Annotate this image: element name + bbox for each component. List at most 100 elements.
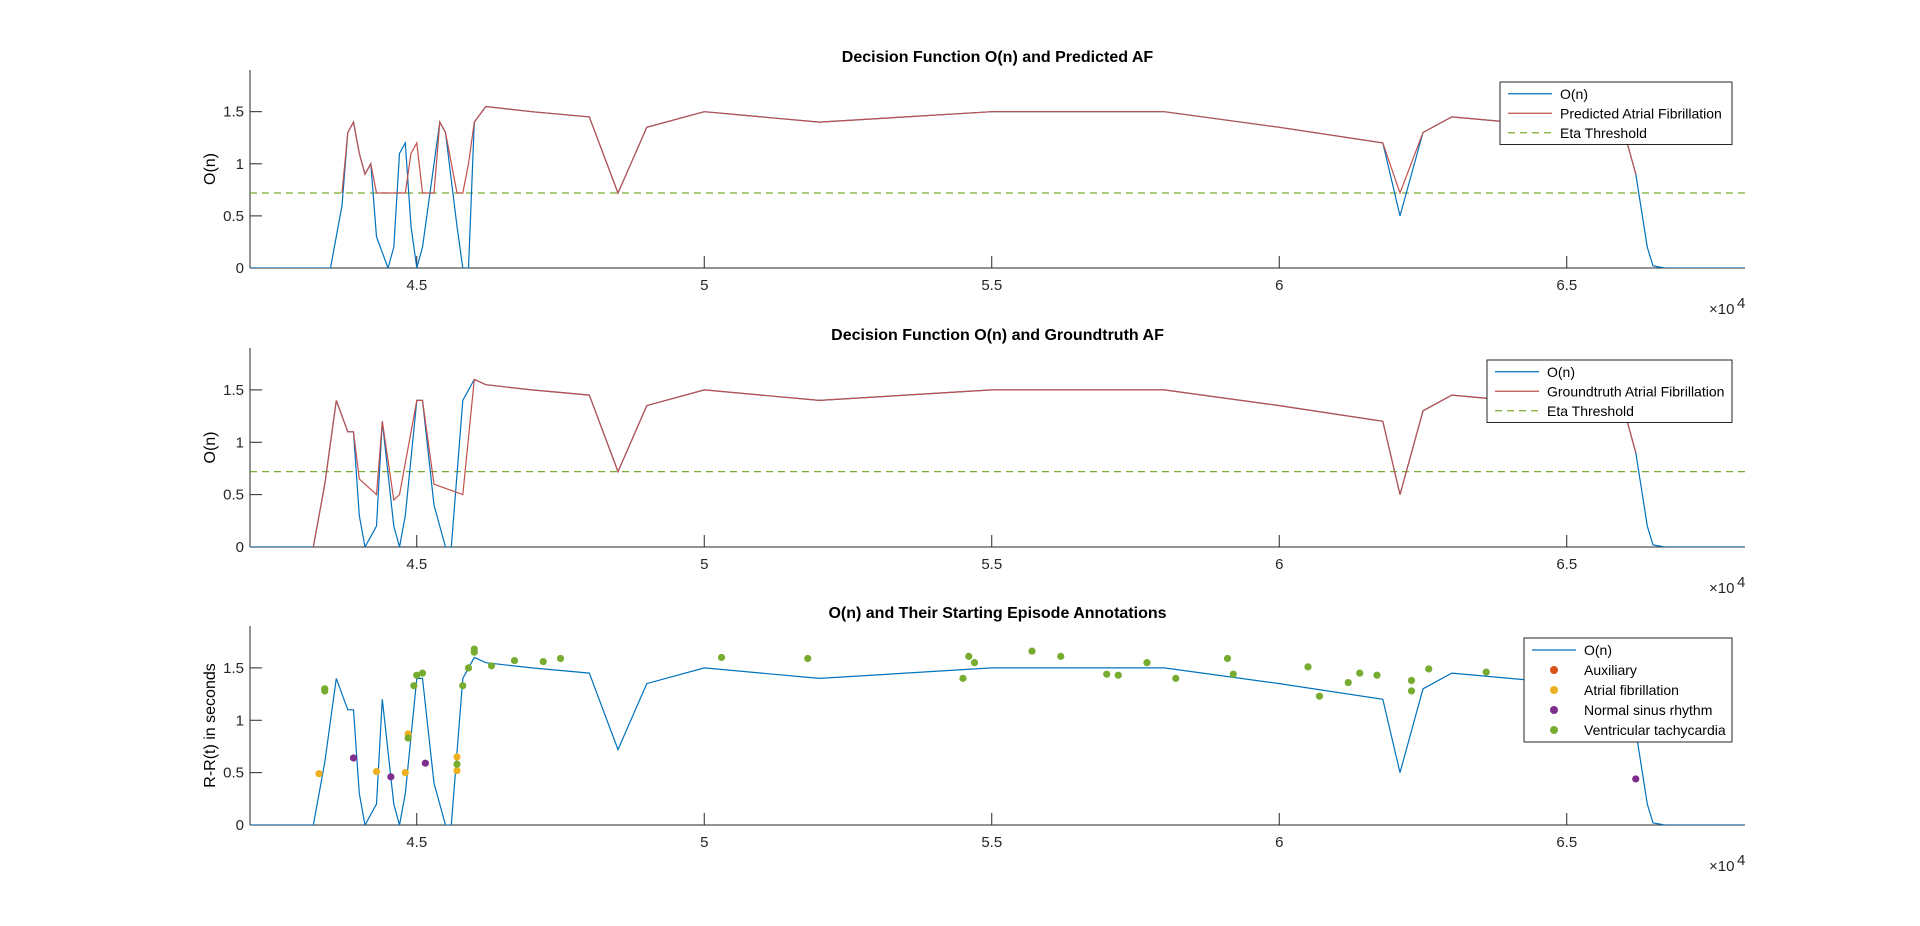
marker-ventricular-tachycardia	[1223, 654, 1232, 663]
legend: O(n) Auxiliary Atrial fibrillation Normal s…	[1523, 637, 1733, 743]
marker-ventricular-tachycardia	[970, 659, 979, 667]
marker-ventricular-tachycardia	[418, 669, 427, 677]
x-tick-label: 5.5	[981, 277, 1002, 294]
y-tick-label: 0	[236, 817, 244, 834]
marker-normal-sinus-rhythm	[349, 754, 358, 762]
x-tick-label: 4.5	[406, 834, 427, 851]
legend: O(n) Groundtruth Atrial Fibrillation Eta T…	[1486, 359, 1733, 423]
marker-atrial-fibrillation	[401, 769, 409, 777]
marker-ventricular-tachycardia	[1315, 692, 1324, 700]
marker-ventricular-tachycardia	[410, 682, 418, 690]
y-axis-label: O(n)	[202, 432, 219, 464]
marker-ventricular-tachycardia	[510, 656, 519, 665]
legend-entry: Atrial fibrillation	[1584, 682, 1679, 698]
x-tick-label: 5	[700, 277, 708, 294]
marker-normal-sinus-rhythm	[1632, 775, 1640, 783]
marker-atrial-fibrillation	[372, 767, 381, 776]
marker-ventricular-tachycardia	[1103, 670, 1111, 678]
marker-atrial-fibrillation	[453, 753, 461, 761]
marker-normal-sinus-rhythm	[421, 759, 429, 767]
y-axis-label: R-R(t) in seconds	[202, 663, 219, 787]
x-axis-multiplier-exponent: 4	[1737, 295, 1745, 312]
plot-area	[250, 105, 1745, 268]
marker-ventricular-tachycardia	[470, 648, 478, 656]
legend-marker	[1550, 666, 1558, 674]
marker-ventricular-tachycardia	[464, 664, 473, 672]
marker-ventricular-tachycardia	[1028, 647, 1036, 655]
marker-ventricular-tachycardia	[1304, 663, 1312, 671]
x-tick-label: 6.5	[1556, 556, 1577, 573]
marker-ventricular-tachycardia	[556, 654, 565, 663]
x-tick-label: 6	[1275, 277, 1283, 294]
x-tick-label: 6	[1275, 556, 1283, 573]
y-tick-label: 0.5	[223, 208, 244, 225]
subplot-2: 4.5 5 5.5 6 6.5 0 0.5 1 1.5 ×10 4 Decision Function…	[202, 327, 1745, 597]
marker-ventricular-tachycardia	[1114, 671, 1122, 679]
series-line-o-n-	[250, 656, 1745, 825]
x-tick-label: 6	[1275, 834, 1283, 851]
subplot-1: 4.5 5 5.5 6 6.5 0 0.5 1 1.5 ×10 4 Decision Function…	[202, 49, 1745, 318]
marker-ventricular-tachycardia	[717, 653, 726, 662]
x-axis-multiplier: ×10	[1709, 301, 1734, 318]
x-tick-label: 6.5	[1556, 834, 1577, 851]
subplot-3: 4.5 5 5.5 6 6.5 0 0.5 1 1.5 ×10 4 O(n) and Their St…	[202, 605, 1745, 875]
x-axis-multiplier: ×10	[1709, 858, 1734, 875]
legend-entry: Normal sinus rhythm	[1584, 702, 1712, 718]
y-tick-label: 0	[236, 539, 244, 556]
marker-ventricular-tachycardia	[459, 682, 467, 690]
x-tick-label: 5.5	[981, 834, 1002, 851]
marker-ventricular-tachycardia	[959, 674, 967, 682]
series-line-groundtruth-atrial-fibrillation	[312, 378, 1637, 547]
chart-title: Decision Function O(n) and Predicted AF	[842, 49, 1154, 66]
plot-area	[250, 645, 1745, 825]
marker-ventricular-tachycardia	[1482, 668, 1490, 676]
y-tick-label: 1.5	[223, 660, 244, 677]
y-tick-label: 0.5	[223, 765, 244, 782]
legend-box	[1523, 637, 1733, 743]
x-tick-label: 4.5	[406, 556, 427, 573]
y-tick-label: 1.5	[223, 104, 244, 121]
x-tick-label: 6.5	[1556, 277, 1577, 294]
marker-ventricular-tachycardia	[804, 654, 812, 663]
legend: O(n) Predicted Atrial Fibrillation Eta Thr…	[1499, 81, 1733, 145]
marker-ventricular-tachycardia	[965, 652, 973, 660]
marker-ventricular-tachycardia	[1143, 659, 1151, 667]
legend-entry: O(n)	[1560, 86, 1588, 102]
x-axis-multiplier-exponent: 4	[1737, 574, 1745, 591]
y-axis-label: O(n)	[202, 153, 219, 185]
legend-entry: O(n)	[1547, 364, 1575, 380]
legend-marker	[1550, 706, 1558, 714]
marker-ventricular-tachycardia	[539, 658, 547, 666]
chart-title: Decision Function O(n) and Groundtruth A…	[831, 327, 1164, 344]
series-line-predicted-atrial-fibrillation	[341, 105, 1637, 195]
marker-ventricular-tachycardia	[1229, 670, 1237, 678]
marker-ventricular-tachycardia	[1407, 687, 1416, 695]
legend-marker	[1550, 726, 1558, 734]
x-tick-label: 5	[700, 834, 708, 851]
x-axis-multiplier: ×10	[1709, 580, 1734, 597]
legend-entry: Ventricular tachycardia	[1584, 722, 1726, 738]
chart-title: O(n) and Their Starting Episode Annotati…	[828, 605, 1166, 622]
marker-ventricular-tachycardia	[321, 685, 329, 693]
y-tick-label: 0	[236, 260, 244, 277]
y-tick-label: 1	[236, 156, 244, 173]
marker-ventricular-tachycardia	[1407, 676, 1416, 685]
marker-ventricular-tachycardia	[413, 671, 421, 679]
marker-ventricular-tachycardia	[1172, 674, 1180, 682]
marker-ventricular-tachycardia	[453, 760, 461, 768]
marker-normal-sinus-rhythm	[387, 773, 395, 781]
marker-atrial-fibrillation	[453, 766, 461, 775]
marker-atrial-fibrillation	[315, 770, 323, 778]
legend-entry: Eta Threshold	[1560, 125, 1647, 141]
y-tick-label: 0.5	[223, 487, 244, 504]
marker-ventricular-tachycardia	[487, 662, 496, 670]
legend-entry: Groundtruth Atrial Fibrillation	[1547, 383, 1724, 399]
y-tick-label: 1	[236, 712, 244, 729]
marker-ventricular-tachycardia	[1356, 669, 1364, 677]
legend-entry: Eta Threshold	[1547, 403, 1634, 419]
marker-ventricular-tachycardia	[1344, 678, 1352, 687]
x-tick-label: 5	[700, 556, 708, 573]
y-tick-label: 1	[236, 434, 244, 451]
legend-marker	[1550, 686, 1558, 694]
